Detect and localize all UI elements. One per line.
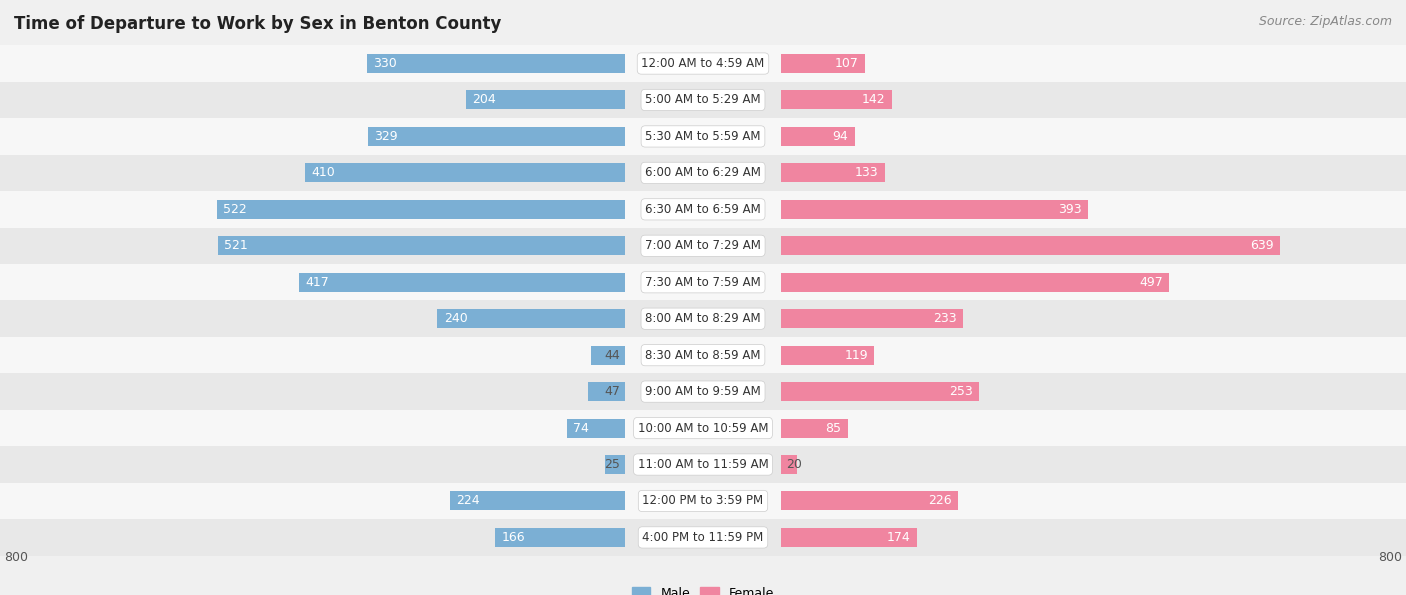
Text: 94: 94 (832, 130, 848, 143)
Text: 11:00 AM to 11:59 AM: 11:00 AM to 11:59 AM (638, 458, 768, 471)
Bar (567, 419, 624, 437)
Text: 74: 74 (574, 422, 589, 434)
Text: Time of Departure to Work by Sex in Benton County: Time of Departure to Work by Sex in Bent… (14, 15, 502, 33)
Text: 12:00 PM to 3:59 PM: 12:00 PM to 3:59 PM (643, 494, 763, 508)
Text: 85: 85 (825, 422, 841, 434)
Text: 639: 639 (1250, 239, 1274, 252)
Text: 521: 521 (224, 239, 247, 252)
Text: 119: 119 (844, 349, 868, 362)
Text: 226: 226 (928, 494, 952, 508)
Text: 522: 522 (224, 203, 247, 216)
Text: 800: 800 (1378, 551, 1402, 564)
Bar (782, 127, 855, 146)
Bar (782, 491, 957, 511)
Bar (0, 82, 1406, 118)
Text: 12:00 AM to 4:59 AM: 12:00 AM to 4:59 AM (641, 57, 765, 70)
Bar (0, 374, 1406, 410)
Text: 7:00 AM to 7:29 AM: 7:00 AM to 7:29 AM (645, 239, 761, 252)
Bar (782, 200, 1088, 219)
Bar (782, 90, 891, 109)
Text: Source: ZipAtlas.com: Source: ZipAtlas.com (1258, 15, 1392, 28)
Bar (782, 236, 1281, 255)
Text: 7:30 AM to 7:59 AM: 7:30 AM to 7:59 AM (645, 275, 761, 289)
Bar (465, 90, 624, 109)
Text: 393: 393 (1059, 203, 1081, 216)
Text: 800: 800 (4, 551, 28, 564)
Bar (0, 45, 1406, 82)
Bar (305, 164, 624, 182)
Text: 174: 174 (887, 531, 911, 544)
Bar (367, 54, 624, 73)
Bar (218, 236, 624, 255)
Text: 253: 253 (949, 385, 973, 398)
Text: 497: 497 (1139, 275, 1163, 289)
Bar (0, 446, 1406, 483)
Text: 8:00 AM to 8:29 AM: 8:00 AM to 8:29 AM (645, 312, 761, 325)
Bar (450, 491, 624, 511)
Text: 166: 166 (502, 531, 524, 544)
Text: 107: 107 (835, 57, 859, 70)
Text: 240: 240 (444, 312, 467, 325)
Text: 25: 25 (605, 458, 620, 471)
Bar (495, 528, 624, 547)
Bar (782, 382, 979, 401)
Text: 204: 204 (472, 93, 495, 107)
Bar (217, 200, 624, 219)
Bar (782, 455, 797, 474)
Text: 142: 142 (862, 93, 886, 107)
Bar (782, 164, 884, 182)
Text: 20: 20 (786, 458, 801, 471)
Bar (782, 528, 917, 547)
Text: 6:30 AM to 6:59 AM: 6:30 AM to 6:59 AM (645, 203, 761, 216)
Bar (606, 455, 624, 474)
Text: 329: 329 (374, 130, 398, 143)
Bar (0, 155, 1406, 191)
Bar (299, 273, 624, 292)
Text: 133: 133 (855, 167, 879, 179)
Text: 4:00 PM to 11:59 PM: 4:00 PM to 11:59 PM (643, 531, 763, 544)
Bar (0, 118, 1406, 155)
Bar (0, 227, 1406, 264)
Text: 47: 47 (605, 385, 620, 398)
Bar (0, 410, 1406, 446)
Bar (368, 127, 624, 146)
Text: 224: 224 (456, 494, 479, 508)
Bar (591, 346, 624, 365)
Text: 233: 233 (934, 312, 957, 325)
Bar (782, 419, 848, 437)
Bar (782, 346, 875, 365)
Text: 5:30 AM to 5:59 AM: 5:30 AM to 5:59 AM (645, 130, 761, 143)
Bar (0, 191, 1406, 227)
Bar (0, 519, 1406, 556)
Text: 5:00 AM to 5:29 AM: 5:00 AM to 5:29 AM (645, 93, 761, 107)
Text: 6:00 AM to 6:29 AM: 6:00 AM to 6:29 AM (645, 167, 761, 179)
Bar (588, 382, 624, 401)
Bar (0, 337, 1406, 374)
Bar (0, 483, 1406, 519)
Bar (782, 273, 1170, 292)
Text: 10:00 AM to 10:59 AM: 10:00 AM to 10:59 AM (638, 422, 768, 434)
Text: 330: 330 (374, 57, 396, 70)
Text: 44: 44 (605, 349, 620, 362)
Bar (782, 54, 865, 73)
Text: 9:00 AM to 9:59 AM: 9:00 AM to 9:59 AM (645, 385, 761, 398)
Text: 8:30 AM to 8:59 AM: 8:30 AM to 8:59 AM (645, 349, 761, 362)
Bar (782, 309, 963, 328)
Bar (437, 309, 624, 328)
Bar (0, 264, 1406, 300)
Legend: Male, Female: Male, Female (631, 587, 775, 595)
Text: 417: 417 (305, 275, 329, 289)
Text: 410: 410 (311, 167, 335, 179)
Bar (0, 300, 1406, 337)
